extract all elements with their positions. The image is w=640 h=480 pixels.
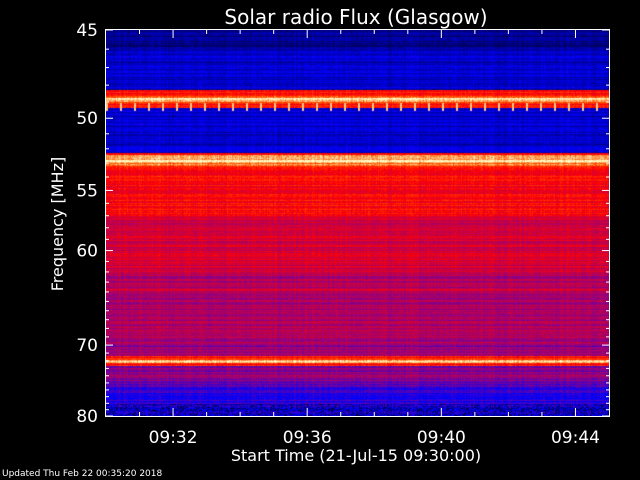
- y-tick-label: 55: [76, 181, 98, 201]
- x-axis-title: Start Time (21-Jul-15 09:30:00): [231, 446, 481, 465]
- y-tick-label: 60: [76, 242, 98, 262]
- plot-frame: [105, 29, 610, 417]
- y-axis: 45 50 55 60 70 80: [76, 21, 609, 427]
- y-tick-label: 80: [76, 407, 98, 427]
- y-tick-label: 50: [76, 109, 98, 129]
- y-axis-title: Frequency [MHz]: [48, 157, 67, 291]
- x-axis: 09:32 09:36 09:40 09:44: [139, 30, 600, 448]
- heatmap-image: [106, 30, 609, 416]
- updated-timestamp: Updated Thu Feb 22 00:35:20 2018: [2, 469, 163, 479]
- x-tick-label: 09:40: [417, 428, 466, 448]
- plot-area: [105, 29, 610, 417]
- y-tick-label: 45: [76, 21, 98, 41]
- x-tick-label: 09:36: [283, 428, 332, 448]
- y-tick-label: 70: [76, 336, 98, 356]
- x-tick-label: 09:32: [149, 428, 198, 448]
- x-tick-label: 09:44: [551, 428, 600, 448]
- chart-title: Solar radio Flux (Glasgow): [224, 5, 487, 29]
